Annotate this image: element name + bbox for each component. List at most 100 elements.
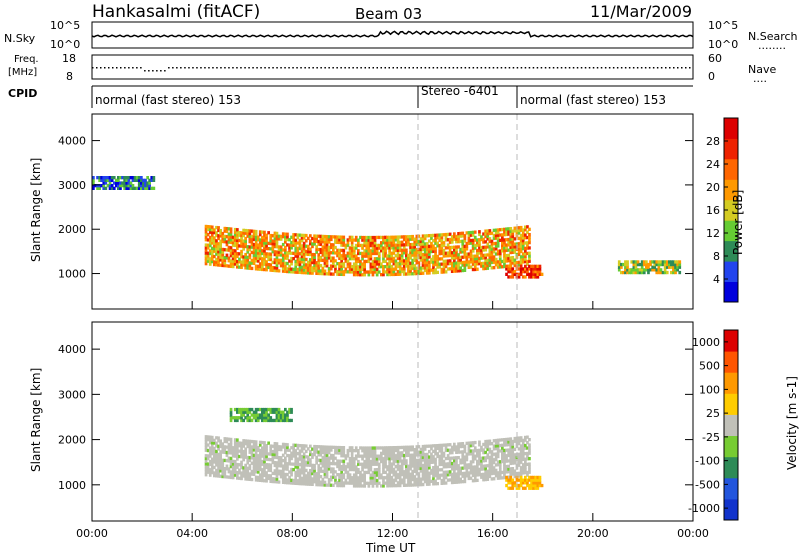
- heatmap-cell: [288, 478, 291, 482]
- heatmap-cell: [455, 256, 458, 260]
- heatmap-cell: [344, 246, 348, 250]
- heatmap-cell: [661, 262, 665, 267]
- heatmap-cell: [396, 272, 400, 276]
- y-tick-label: 4000: [58, 343, 86, 356]
- heatmap-cell: [273, 461, 277, 465]
- heatmap-cell: [221, 234, 225, 238]
- heatmap-cell: [519, 478, 523, 482]
- heatmap-cell: [215, 257, 218, 262]
- heatmap-cell: [271, 266, 275, 270]
- heatmap-cell: [421, 263, 425, 267]
- heatmap-cell: [455, 237, 458, 241]
- heatmap-cell: [423, 452, 427, 457]
- heatmap-cell: [398, 269, 402, 274]
- heatmap-cell: [394, 459, 398, 463]
- power-heatmap: [92, 176, 682, 279]
- heatmap-cell: [359, 267, 362, 271]
- heatmap-cell: [434, 236, 437, 240]
- heatmap-cell: [465, 257, 469, 262]
- heatmap-cell: [476, 462, 479, 466]
- heatmap-cell: [453, 448, 456, 452]
- heatmap-cell: [509, 442, 513, 447]
- heatmap-cell: [296, 446, 300, 450]
- freq-dot: [388, 67, 390, 69]
- heatmap-cell: [371, 470, 375, 475]
- heatmap-cell: [390, 462, 394, 466]
- heatmap-cell: [503, 262, 506, 266]
- heatmap-cell: [425, 268, 429, 272]
- heatmap-cell: [432, 260, 435, 264]
- heatmap-cell: [315, 271, 318, 275]
- heatmap-cell: [129, 176, 133, 180]
- heatmap-cell: [357, 476, 360, 480]
- heatmap-cell: [434, 460, 437, 464]
- freq-dot: [328, 67, 330, 69]
- freq-dot: [188, 67, 190, 69]
- heatmap-cell: [294, 241, 298, 245]
- heatmap-cell: [471, 452, 475, 456]
- heatmap-cell: [478, 456, 481, 461]
- heatmap-cell: [231, 256, 235, 261]
- heatmap-cell: [279, 461, 283, 465]
- heatmap-cell: [350, 457, 354, 461]
- heatmap-cell: [505, 246, 508, 250]
- heatmap-cell: [363, 251, 366, 256]
- heatmap-cell: [450, 253, 454, 257]
- heatmap-cell: [219, 469, 222, 473]
- heatmap-cell: [219, 250, 222, 254]
- heatmap-cell: [526, 267, 529, 271]
- heatmap-cell: [524, 228, 527, 232]
- heatmap-cell: [632, 270, 636, 275]
- heatmap-cell: [340, 448, 343, 452]
- heatmap-cell: [417, 477, 421, 481]
- heatmap-cell: [225, 253, 229, 257]
- heatmap-cell: [417, 472, 421, 476]
- heatmap-cell: [258, 443, 262, 447]
- heatmap-cell: [521, 254, 525, 259]
- heatmap-cell: [317, 458, 321, 462]
- heatmap-cell: [357, 484, 360, 488]
- heatmap-cell: [344, 465, 348, 469]
- heatmap-cell: [367, 251, 371, 256]
- colorbar-swatch: [724, 435, 738, 458]
- heatmap-cell: [509, 264, 513, 268]
- heatmap-cell: [281, 248, 285, 252]
- heatmap-cell: [620, 265, 623, 269]
- heatmap-cell: [346, 454, 350, 458]
- heatmap-cell: [233, 227, 237, 232]
- heatmap-cell: [488, 263, 492, 267]
- heatmap-cell: [206, 243, 210, 247]
- heatmap-cell: [225, 453, 229, 457]
- heatmap-cell: [453, 464, 456, 468]
- heatmap-cell: [411, 261, 414, 265]
- freq-dots: [92, 67, 691, 72]
- heatmap-cell: [350, 238, 354, 242]
- heatmap-cell: [448, 267, 452, 271]
- heatmap-cell: [511, 237, 515, 241]
- heatmap-cell: [238, 463, 241, 467]
- heatmap-cell: [309, 463, 312, 467]
- heatmap-cell: [511, 245, 515, 249]
- heatmap-cell: [511, 267, 515, 271]
- heatmap-cell: [244, 474, 247, 478]
- heatmap-cell: [213, 449, 216, 453]
- heatmap-cell: [359, 259, 362, 264]
- heatmap-cell: [428, 244, 431, 248]
- heatmap-cell: [411, 453, 414, 457]
- heatmap-cell: [336, 262, 339, 266]
- heatmap-cell: [346, 462, 350, 466]
- heatmap-cell: [405, 253, 408, 258]
- heatmap-cell: [507, 267, 510, 271]
- heatmap-cell: [242, 471, 245, 475]
- heatmap-cell: [315, 250, 318, 254]
- heatmap-cell: [461, 458, 465, 462]
- heatmap-cell: [432, 255, 435, 259]
- colorbar-swatch: [724, 414, 738, 436]
- heatmap-cell: [242, 407, 245, 412]
- heatmap-cell: [363, 454, 366, 458]
- heatmap-cell: [528, 465, 531, 469]
- heatmap-cell: [346, 243, 350, 247]
- heatmap-cell: [526, 446, 529, 450]
- freq-dot: [220, 67, 222, 69]
- heatmap-cell: [476, 470, 479, 474]
